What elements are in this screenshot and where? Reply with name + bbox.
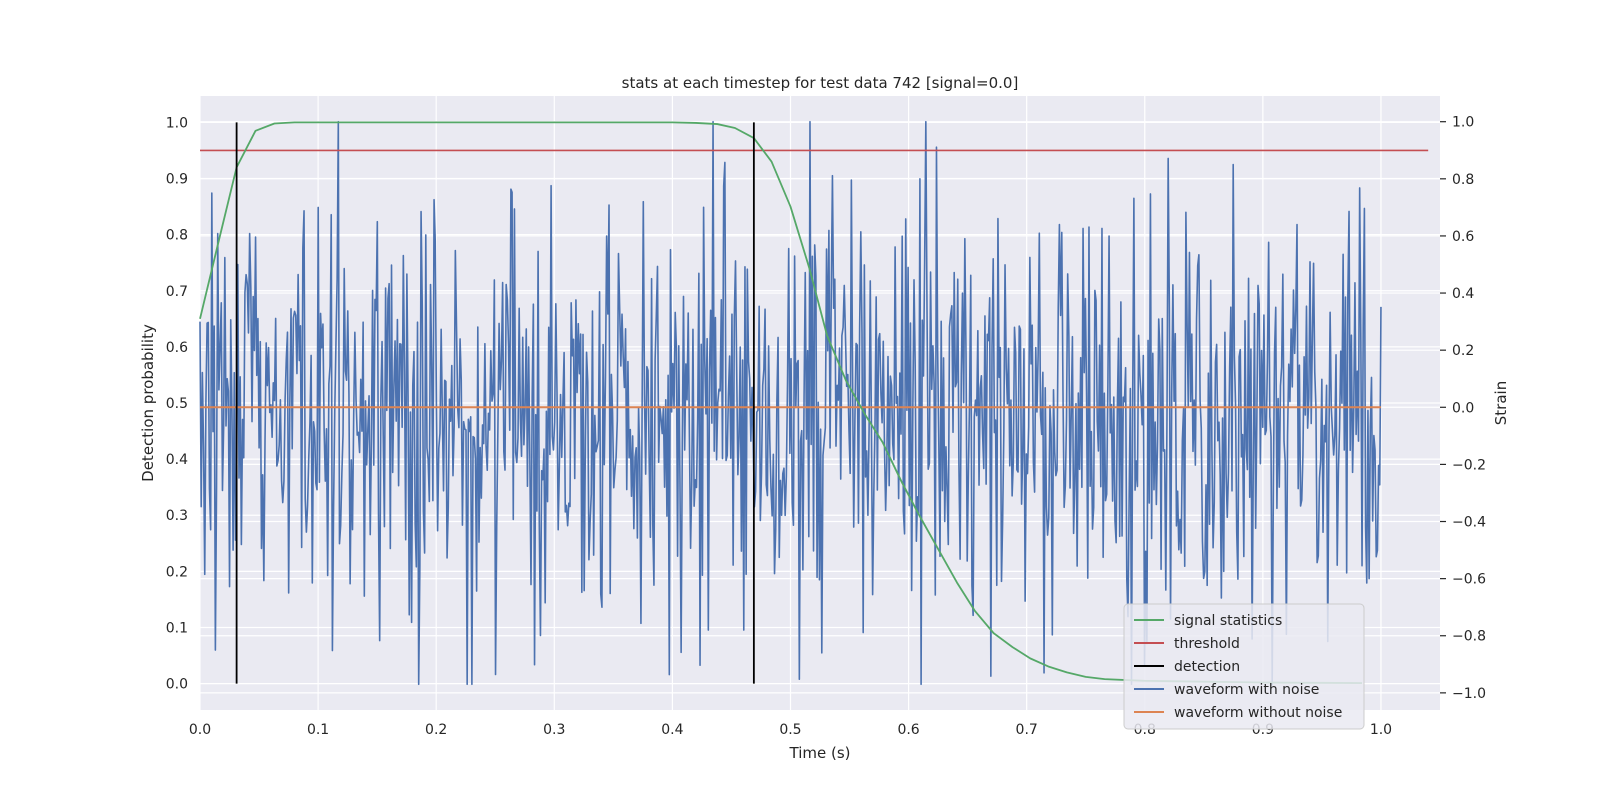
y-right-axis-ticks: −1.0 −0.8 −0.6 −0.4 −0.2 0.0 0.2 0.4 0.6 0.8 1.0: [1440, 115, 1486, 702]
y-right-tick-label: 1.0: [1452, 115, 1474, 131]
y-left-tick-label: 0.9: [166, 172, 188, 188]
y-left-axis-ticks: 0.0 0.1 0.2 0.3 0.4 0.5 0.6 0.7 0.8 0.9 1.0: [166, 115, 188, 692]
x-tick-label: 0.4: [661, 722, 683, 738]
legend-item: threshold: [1134, 636, 1240, 652]
y-right-tick-label: 0.8: [1452, 172, 1474, 188]
legend-item: waveform with noise: [1134, 682, 1319, 698]
y-left-tick-label: 0.3: [166, 508, 188, 524]
y-right-tick-label: 0.4: [1452, 286, 1474, 302]
y-left-tick-label: 0.8: [166, 228, 188, 244]
x-tick-label: 0.0: [189, 722, 211, 738]
legend-label: threshold: [1174, 636, 1240, 652]
series-waveform-with-noise: [199, 120, 1382, 686]
y-left-tick-label: 1.0: [166, 115, 188, 131]
x-axis-label: Time (s): [789, 744, 851, 762]
chart-title: stats at each timestep for test data 742…: [622, 74, 1019, 92]
y-left-tick-label: 0.6: [166, 340, 188, 356]
legend-item: detection: [1134, 659, 1240, 675]
y-right-tick-label: −0.2: [1452, 457, 1486, 473]
series-signal-statistics: [199, 121, 1363, 684]
legend-item: signal statistics: [1134, 613, 1282, 629]
legend-label: waveform without noise: [1174, 705, 1342, 721]
legend-label: waveform with noise: [1174, 682, 1319, 698]
legend-box: [1123, 603, 1365, 730]
y-right-tick-label: 0.6: [1452, 229, 1474, 245]
y-left-tick-label: 0.5: [166, 396, 188, 412]
x-tick-label: 0.1: [307, 722, 329, 738]
y-left-tick-label: 0.0: [166, 677, 188, 693]
legend-item: waveform without noise: [1134, 705, 1342, 721]
legend-label: signal statistics: [1174, 613, 1282, 629]
y-left-tick-label: 0.1: [166, 620, 188, 636]
x-tick-label: 0.7: [1016, 722, 1038, 738]
y-left-tick-label: 0.4: [166, 452, 188, 468]
x-tick-label: 0.5: [779, 722, 801, 738]
x-tick-label: 1.0: [1370, 722, 1392, 738]
y-right-tick-label: −1.0: [1452, 686, 1486, 702]
y-right-axis-label: Strain: [1492, 381, 1510, 425]
y-right-tick-label: −0.8: [1452, 629, 1486, 645]
y-right-tick-label: 0.0: [1452, 400, 1474, 416]
legend-label: detection: [1174, 659, 1240, 675]
y-right-tick-label: −0.6: [1452, 572, 1486, 588]
series-layer: [199, 120, 1429, 686]
x-tick-label: 0.6: [897, 722, 919, 738]
legend: signal statistics threshold detection wavef…: [1123, 603, 1365, 730]
y-left-tick-label: 0.2: [166, 564, 188, 580]
x-tick-label: 0.2: [425, 722, 447, 738]
y-left-tick-label: 0.7: [166, 284, 188, 300]
y-right-tick-label: 0.2: [1452, 343, 1474, 359]
y-right-tick-label: −0.4: [1452, 515, 1486, 531]
x-tick-label: 0.3: [543, 722, 565, 738]
y-left-axis-label: Detection probability: [139, 324, 157, 482]
